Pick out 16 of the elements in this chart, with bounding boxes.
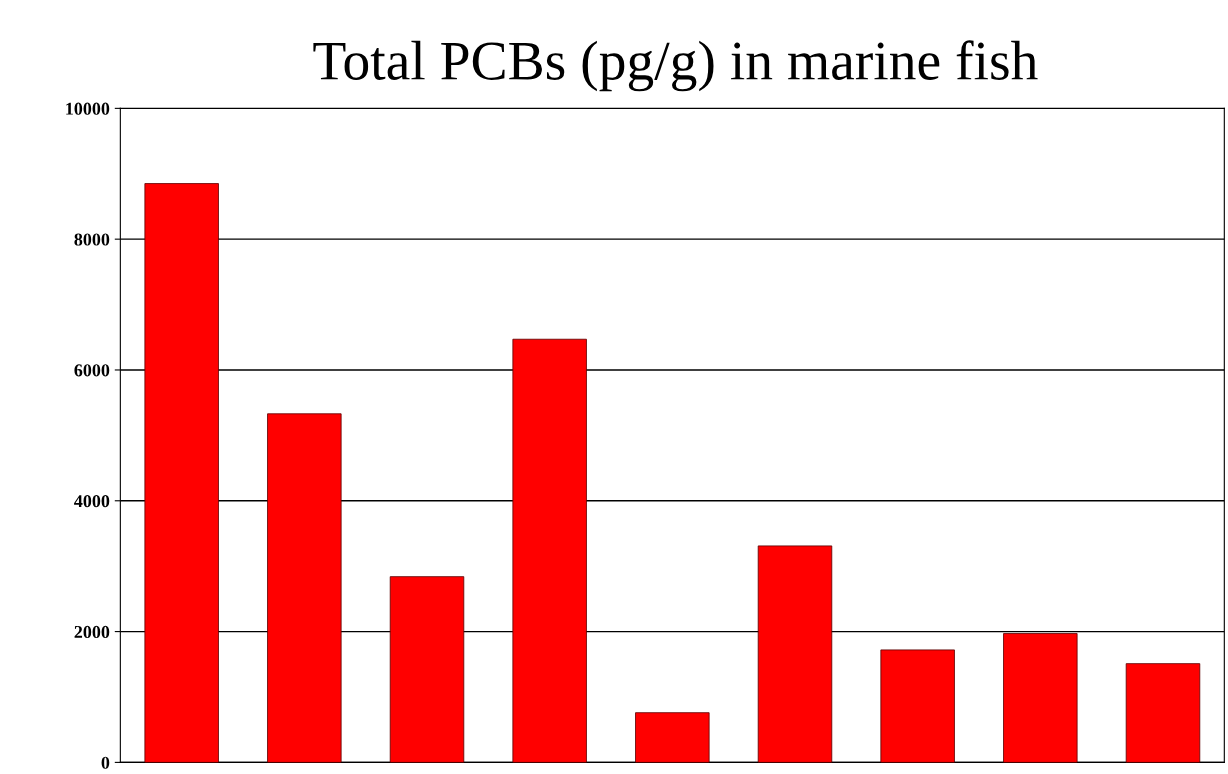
bar	[880, 649, 955, 763]
y-tick-label: 8000	[74, 233, 110, 246]
bar	[144, 183, 219, 763]
bar	[389, 576, 465, 763]
y-tick-label: 2000	[74, 625, 110, 639]
y-tick-label: 4000	[74, 495, 110, 508]
bar	[512, 338, 587, 763]
bar	[1125, 663, 1201, 763]
y-tick-label: 10000	[66, 102, 110, 115]
y-tick-label: 6000	[74, 364, 110, 377]
bar	[267, 413, 342, 763]
y-tick-label: 0	[101, 756, 110, 769]
bar	[757, 545, 833, 763]
bar	[635, 712, 710, 763]
bar	[1003, 633, 1078, 763]
chart-title: Total PCBs (pg/g) in marine fish	[313, 40, 1038, 92]
